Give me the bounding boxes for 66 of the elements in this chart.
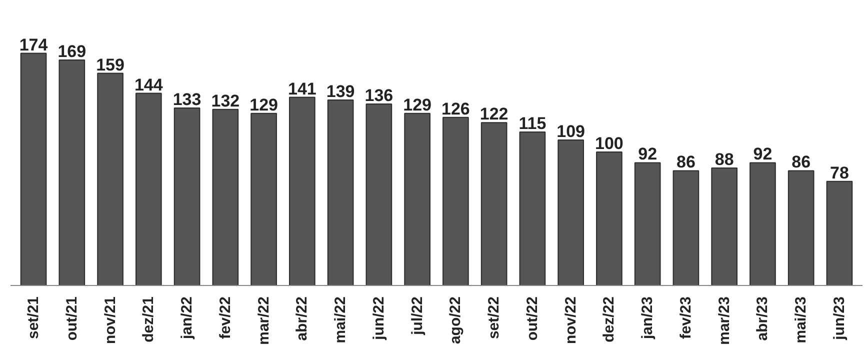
bar <box>289 96 316 286</box>
bar <box>634 162 661 286</box>
x-tick-label: jan/22 <box>178 296 196 340</box>
x-tick-label: fev/23 <box>677 296 694 340</box>
x-tick-label: set/21 <box>25 296 42 340</box>
x-tick-label: mar/22 <box>255 296 272 345</box>
x-tick-label: jul/22 <box>408 296 426 336</box>
x-tick-label: jun/22 <box>370 296 388 341</box>
bar <box>404 112 430 286</box>
x-tick-label: ago/22 <box>447 296 464 344</box>
data-label: 136 <box>364 86 394 105</box>
data-label: 129 <box>403 95 432 114</box>
x-tick-label: out/21 <box>63 296 80 341</box>
data-label: 129 <box>250 95 278 114</box>
x-tick-label: out/22 <box>524 296 541 341</box>
x-tick-label: nov/22 <box>562 296 580 344</box>
data-label: 92 <box>638 144 658 164</box>
x-tick-label: mai/23 <box>792 296 810 344</box>
x-tick-label: mai/22 <box>332 296 350 344</box>
bar <box>596 152 622 286</box>
bar <box>826 180 853 286</box>
data-label: 139 <box>326 82 355 101</box>
bar <box>442 116 469 286</box>
data-label: 100 <box>595 134 624 154</box>
data-label: 115 <box>518 114 546 134</box>
bar <box>672 170 700 286</box>
bar <box>20 52 47 286</box>
bar <box>97 72 124 286</box>
data-label: 141 <box>288 79 316 98</box>
bar <box>366 103 392 286</box>
data-label: 132 <box>211 91 240 110</box>
bar <box>480 122 508 286</box>
x-tick-label: dez/21 <box>140 296 158 342</box>
x-tick-label: fev/22 <box>216 296 234 340</box>
data-label: 159 <box>96 55 124 74</box>
bar <box>250 112 277 286</box>
data-label: 133 <box>172 90 202 109</box>
data-label: 122 <box>480 104 508 124</box>
bar <box>212 108 239 286</box>
bar <box>327 99 354 286</box>
bar <box>711 168 738 286</box>
x-tick-label: abr/22 <box>294 296 311 341</box>
data-label: 109 <box>556 122 586 142</box>
data-label: 88 <box>714 150 734 170</box>
x-tick-label: jun/23 <box>830 296 848 341</box>
data-label: 144 <box>134 75 164 94</box>
x-tick-label: abr/23 <box>754 296 772 341</box>
data-label: 174 <box>19 35 48 54</box>
bar <box>788 170 814 286</box>
x-tick-label: set/22 <box>486 296 503 340</box>
x-tick-label: nov/21 <box>102 296 119 344</box>
bar <box>58 59 86 286</box>
data-label: 86 <box>792 152 811 172</box>
bar <box>174 107 200 286</box>
data-label: 169 <box>58 42 86 61</box>
data-label: 92 <box>753 144 772 164</box>
bar <box>750 162 776 286</box>
bar <box>558 140 584 286</box>
x-tick-label: dez/22 <box>600 296 618 342</box>
data-label: 78 <box>830 163 849 182</box>
x-tick-label: mar/23 <box>716 296 733 345</box>
data-label: 126 <box>442 99 470 118</box>
bar <box>135 92 162 286</box>
bar <box>519 132 546 286</box>
data-label: 86 <box>676 152 696 172</box>
x-tick-label: jan/23 <box>639 296 656 340</box>
